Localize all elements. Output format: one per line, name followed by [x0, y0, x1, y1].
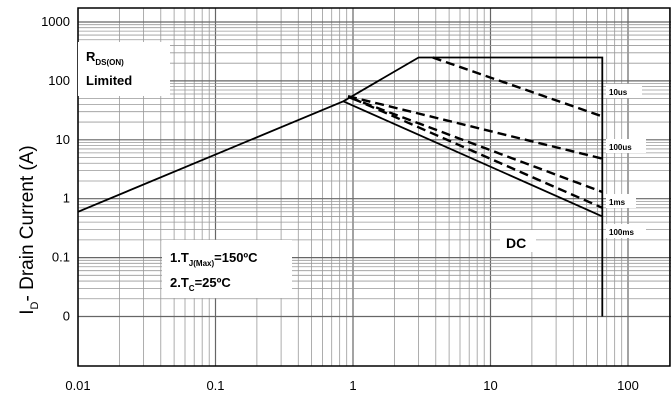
grid [77, 7, 671, 367]
y-tick-label: 1000 [41, 14, 70, 29]
series-line-1ms [349, 96, 603, 194]
rds-on-label: RDS(ON) [86, 49, 124, 67]
y-tick-label: 10 [56, 132, 70, 147]
y-tick-label: 0.1 [52, 250, 70, 265]
tc-condition: 2.TC=25ºC [170, 275, 231, 293]
conditions-box [162, 240, 292, 298]
y-tick-label: 1 [63, 191, 70, 206]
pulse-label-100ms: 100ms [609, 228, 634, 237]
dc-label: DC [506, 235, 526, 251]
dc-label-box [500, 230, 536, 252]
series-line-10us [432, 56, 603, 118]
x-tick-label: 0.1 [206, 378, 224, 393]
series-line-dc [77, 56, 604, 317]
tick-labels: 0.01 0.1 1 10 100 1000 100 10 1 0.1 0 [41, 14, 639, 393]
label-box-10us [606, 84, 642, 98]
y-tick-label: 100 [48, 73, 70, 88]
tj-condition: 1.TJ(Max)=150ºC [170, 250, 258, 268]
label-box-1ms [606, 194, 636, 208]
pulse-label-10us: 10us [609, 88, 628, 97]
x-tick-label: 10 [483, 378, 497, 393]
limited-label: Limited [86, 73, 132, 88]
pulse-label-100us: 100us [609, 143, 632, 152]
series-line-100ms [352, 97, 603, 209]
series-line-dc-boundary-lower [342, 100, 603, 218]
x-tick-label: 0.01 [65, 378, 90, 393]
plot-frame [77, 7, 671, 367]
x-tick-label: 100 [617, 378, 639, 393]
label-box-100ms [606, 224, 646, 238]
y-axis-label: ID- Drain Current (A) [17, 145, 41, 314]
rds-label-box [78, 42, 170, 96]
x-tick-label: 1 [349, 378, 356, 393]
series-line-100us [347, 95, 603, 160]
y-tick-label: 0 [63, 309, 70, 324]
label-box-100us [606, 139, 646, 153]
pulse-label-1ms: 1ms [609, 198, 626, 207]
series-lines [77, 56, 604, 317]
